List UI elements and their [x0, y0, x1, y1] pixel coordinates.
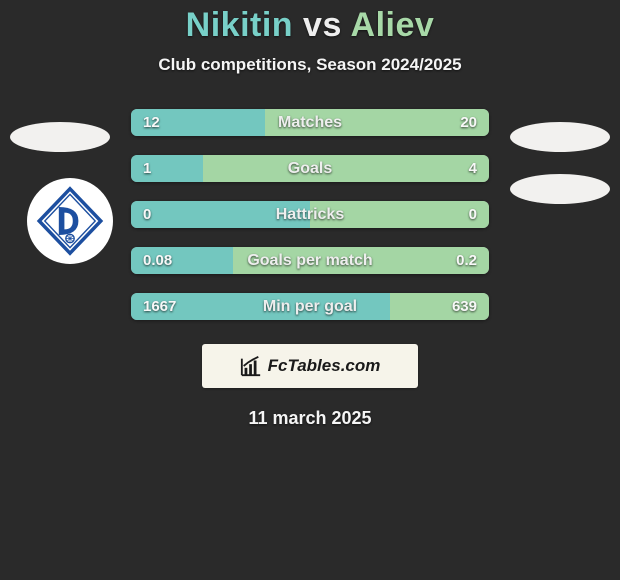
player2-avatar — [510, 122, 610, 152]
stat-label: Matches — [131, 109, 489, 136]
stat-row: 1667639Min per goal — [131, 293, 489, 320]
date-text: 11 march 2025 — [0, 408, 620, 429]
stat-row: 0.080.2Goals per match — [131, 247, 489, 274]
brand-text: FcTables.com — [268, 356, 381, 376]
brand-box[interactable]: FcTables.com — [202, 344, 418, 388]
player1-club-badge — [27, 178, 113, 264]
bar-chart-icon — [240, 355, 262, 377]
comparison-card: Nikitin vs Aliev Club competitions, Seas… — [0, 0, 620, 429]
stat-label: Min per goal — [131, 293, 489, 320]
dynamo-diamond-icon — [35, 186, 105, 256]
player1-avatar — [10, 122, 110, 152]
stat-label: Goals — [131, 155, 489, 182]
page-title: Nikitin vs Aliev — [0, 6, 620, 45]
player2-club-avatar — [510, 174, 610, 204]
title-vs: vs — [303, 6, 342, 44]
stat-label: Goals per match — [131, 247, 489, 274]
stats-bars: 1220Matches 14Goals 00Hattricks 0.080.2Goal… — [131, 109, 489, 320]
stat-label: Hattricks — [131, 201, 489, 228]
stat-row: 00Hattricks — [131, 201, 489, 228]
title-player2: Aliev — [351, 6, 435, 44]
stat-row: 1220Matches — [131, 109, 489, 136]
subtitle: Club competitions, Season 2024/2025 — [0, 55, 620, 75]
title-player1: Nikitin — [186, 6, 293, 44]
stat-row: 14Goals — [131, 155, 489, 182]
